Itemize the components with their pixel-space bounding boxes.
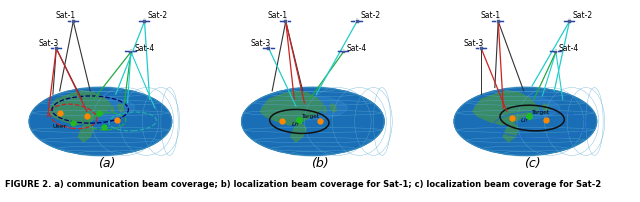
Bar [572, 21, 575, 22]
Bar [75, 21, 79, 22]
Bar [342, 50, 345, 53]
Bar [557, 51, 562, 53]
Bar [345, 51, 349, 53]
Bar [72, 20, 75, 23]
Bar [139, 21, 143, 22]
Text: Sat-4: Sat-4 [346, 43, 367, 53]
Bar [338, 51, 342, 53]
Text: Sat-1: Sat-1 [56, 11, 76, 20]
Bar [263, 48, 267, 49]
Bar [476, 48, 479, 49]
Polygon shape [78, 121, 93, 142]
Text: (c): (c) [524, 157, 540, 170]
Ellipse shape [242, 87, 384, 155]
Text: Sat-2: Sat-2 [573, 11, 593, 20]
Text: (b): (b) [311, 157, 328, 170]
Text: $U_T$: $U_T$ [520, 116, 530, 125]
Text: Target: Target [301, 114, 319, 119]
Text: Sat-4: Sat-4 [559, 43, 579, 53]
Text: (a): (a) [99, 157, 116, 170]
Text: Sat-1: Sat-1 [268, 11, 288, 20]
Ellipse shape [543, 104, 548, 112]
Bar [271, 48, 275, 49]
Polygon shape [48, 91, 111, 125]
Ellipse shape [262, 96, 347, 120]
Ellipse shape [330, 104, 336, 112]
Bar [132, 51, 137, 53]
Ellipse shape [536, 107, 539, 113]
Bar [359, 21, 363, 22]
Polygon shape [291, 121, 306, 142]
Bar [129, 50, 132, 53]
Bar [492, 21, 497, 22]
Bar [55, 47, 58, 50]
Ellipse shape [118, 104, 124, 112]
Bar [500, 21, 504, 22]
Text: Target: Target [531, 110, 549, 115]
Text: Sat-4: Sat-4 [134, 43, 154, 53]
Text: Sat-3: Sat-3 [251, 39, 271, 48]
Ellipse shape [29, 87, 172, 155]
Text: FIGURE 2. a) communication beam coverage; b) localization beam coverage for Sat-: FIGURE 2. a) communication beam coverage… [5, 180, 602, 189]
Ellipse shape [323, 107, 326, 113]
Bar [355, 20, 358, 23]
Bar [351, 21, 355, 22]
Bar [483, 48, 487, 49]
Bar [497, 20, 500, 23]
Bar [280, 21, 284, 22]
Bar [554, 50, 557, 53]
Text: Sat-3: Sat-3 [463, 39, 484, 48]
Text: User: User [53, 124, 67, 129]
Ellipse shape [49, 96, 134, 120]
Bar [67, 21, 72, 22]
Text: Sat-3: Sat-3 [38, 39, 59, 48]
Bar [480, 47, 483, 50]
Polygon shape [473, 91, 536, 125]
Text: Sat-2: Sat-2 [360, 11, 380, 20]
Bar [564, 21, 568, 22]
Bar [550, 51, 554, 53]
Ellipse shape [454, 87, 596, 155]
Polygon shape [260, 91, 323, 125]
Bar [284, 20, 287, 23]
Bar [51, 48, 54, 49]
Ellipse shape [111, 107, 114, 113]
Bar [125, 51, 129, 53]
Bar [568, 20, 571, 23]
Bar [268, 47, 270, 50]
Ellipse shape [474, 96, 559, 120]
Bar [58, 48, 62, 49]
Text: Sat-1: Sat-1 [481, 11, 500, 20]
Bar [147, 21, 150, 22]
Text: $U_T$: $U_T$ [291, 120, 300, 129]
Bar [287, 21, 291, 22]
Text: Sat-2: Sat-2 [148, 11, 168, 20]
Polygon shape [503, 121, 518, 142]
Bar [143, 20, 146, 23]
